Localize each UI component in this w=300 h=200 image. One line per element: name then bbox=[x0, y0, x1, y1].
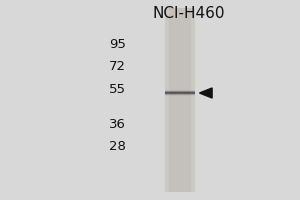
Text: 36: 36 bbox=[109, 117, 126, 130]
Bar bbox=[165, 95, 195, 96]
Bar bbox=[169, 8, 190, 192]
Bar bbox=[165, 90, 195, 91]
Text: 55: 55 bbox=[109, 83, 126, 96]
Bar bbox=[165, 8, 195, 192]
Text: 28: 28 bbox=[109, 140, 126, 152]
Text: 95: 95 bbox=[109, 38, 126, 50]
Bar bbox=[165, 92, 195, 93]
Polygon shape bbox=[200, 88, 212, 98]
Bar bbox=[165, 93, 195, 94]
Bar bbox=[165, 94, 195, 95]
Text: NCI-H460: NCI-H460 bbox=[153, 6, 225, 21]
Text: 72: 72 bbox=[109, 60, 126, 72]
Bar bbox=[165, 91, 195, 92]
